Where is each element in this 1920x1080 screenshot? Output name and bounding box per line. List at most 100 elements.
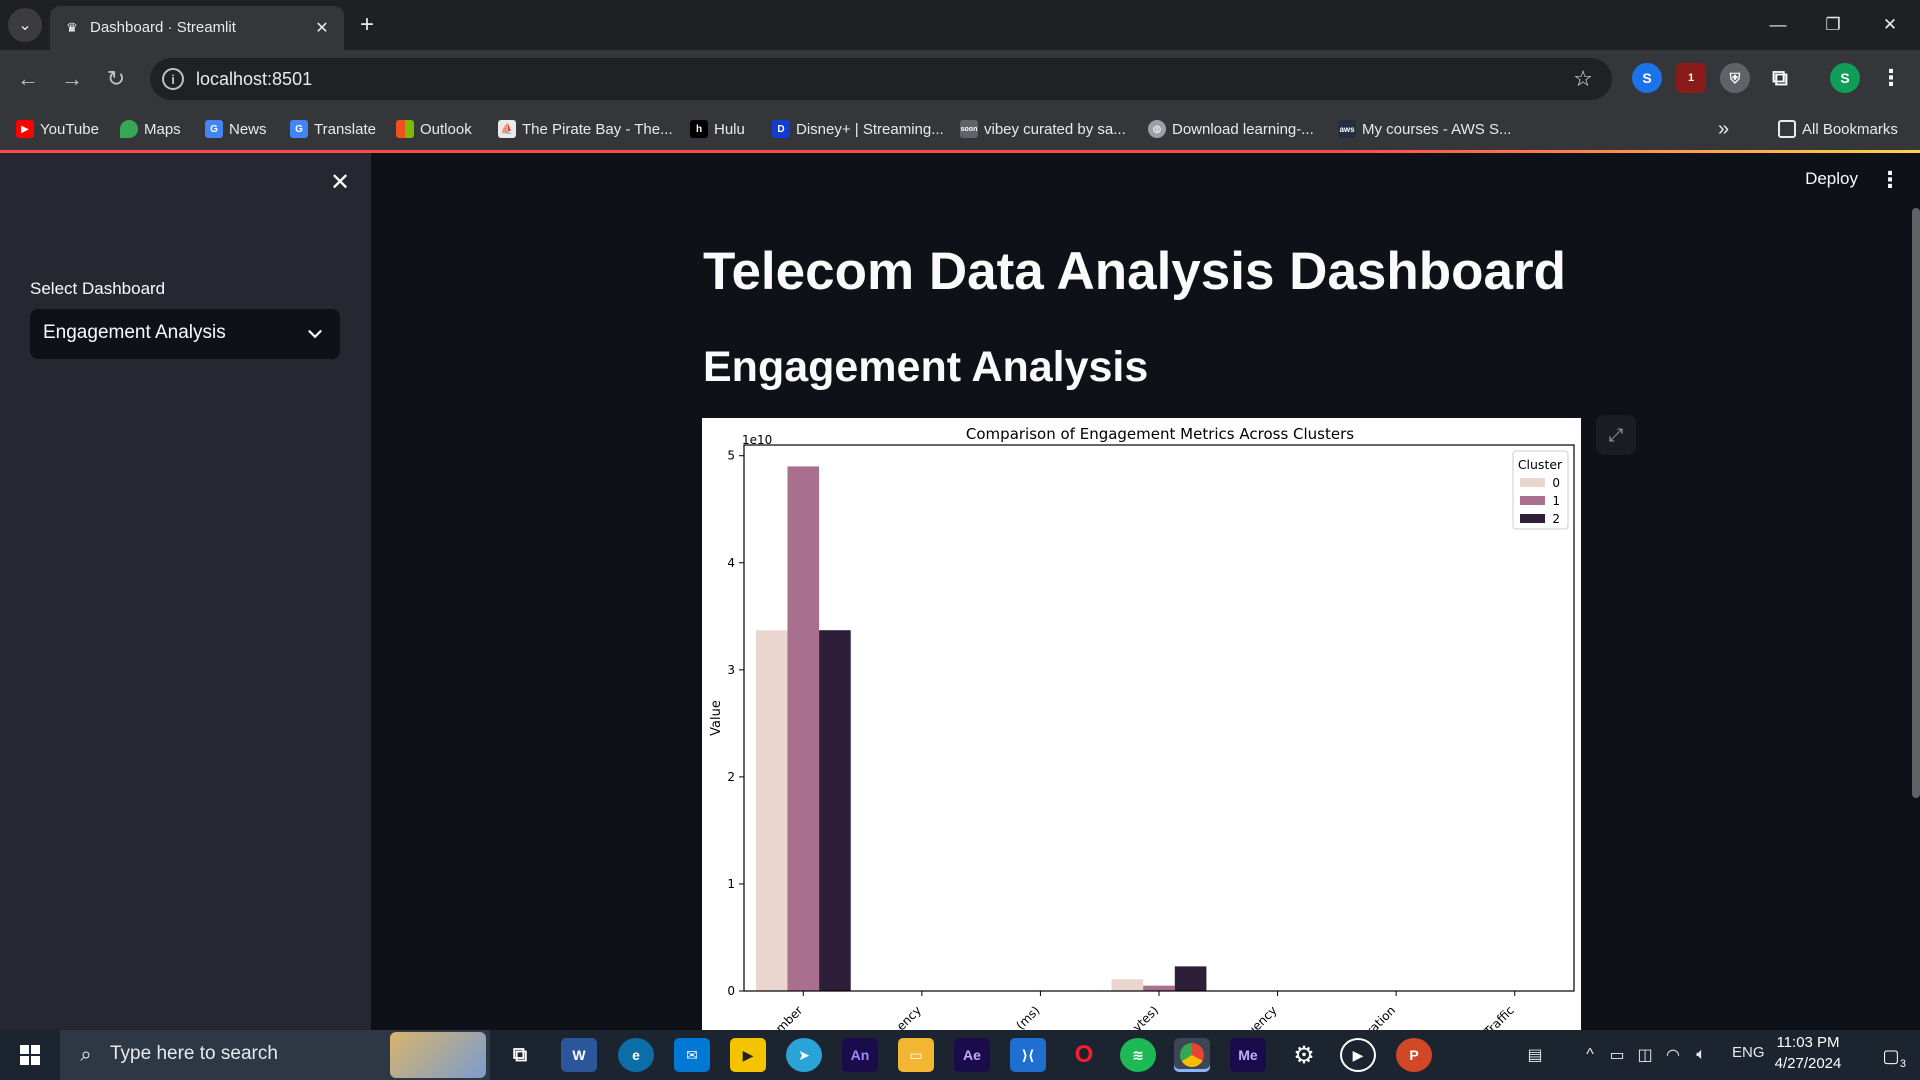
edge-icon[interactable]: e (618, 1038, 654, 1072)
extensions-puzzle-icon[interactable]: ⧉ (1772, 65, 1788, 90)
y-tick-label: 5 (727, 449, 735, 463)
vscode-icon[interactable]: ⟩⟨ (1010, 1038, 1046, 1072)
powerpoint-icon[interactable]: P (1396, 1038, 1432, 1072)
reload-icon[interactable]: ↻ (106, 66, 126, 91)
network-icon[interactable]: ◫ (1637, 1047, 1653, 1064)
legend-swatch-0 (1520, 478, 1545, 487)
bookmark-aws-courses[interactable]: aws My courses - AWS S... (1338, 120, 1512, 138)
legend-box (1512, 450, 1569, 530)
shield-extension-icon[interactable]: ⛨ (1720, 63, 1750, 93)
vibey-icon: soon (960, 120, 978, 138)
chart-title: Comparison of Engagement Metrics Across … (966, 425, 1354, 443)
volume-icon[interactable]: 🔈︎ (1696, 1046, 1706, 1063)
close-window-icon[interactable]: ✕ (1882, 15, 1898, 34)
new-tab-icon[interactable]: + (359, 11, 374, 38)
bar-series-2-3 (1174, 966, 1207, 991)
fullscreen-expand-icon[interactable]: ⤢ (1596, 415, 1636, 455)
mail-icon[interactable]: ✉ (674, 1038, 710, 1072)
bookmark-hulu[interactable]: h Hulu (690, 118, 745, 140)
legend-title: Cluster (1518, 457, 1563, 472)
minimize-icon[interactable]: — (1769, 15, 1787, 34)
clock-date[interactable]: 4/27/2024 (1774, 1055, 1842, 1072)
bookmark-maps[interactable]: Maps (120, 118, 181, 140)
dashboard-select[interactable]: Engagement Analysis (30, 309, 340, 359)
y-offset-label: 1e10 (742, 433, 772, 447)
bookmark-disney[interactable]: D Disney+ | Streaming... (772, 118, 944, 140)
bookmark-piratebay[interactable]: ⛵ The Pirate Bay - The... (498, 118, 673, 140)
battery-icon[interactable]: ▭ (1609, 1047, 1625, 1064)
shazam-extension-icon[interactable]: S (1632, 63, 1662, 93)
search-icon: ⌕ (80, 1043, 92, 1066)
restore-icon[interactable]: ❐ (1825, 15, 1841, 34)
address-bar[interactable]: i localhost:8501 ☆ (150, 58, 1612, 100)
opera-icon[interactable]: O (1074, 1041, 1094, 1068)
bookmark-news[interactable]: G News (205, 118, 267, 140)
browser-toolbar: ← → ↻ i localhost:8501 ☆ S 1 ⛨ ⧉ S ⋮ (0, 50, 1920, 108)
forward-icon[interactable]: → (61, 66, 83, 91)
streamlit-crown-icon: ♛ (66, 20, 78, 35)
after-effects-icon[interactable]: Ae (954, 1038, 990, 1072)
news-widget-icon[interactable]: ▤ (1527, 1047, 1543, 1064)
spotify-icon[interactable]: ≋ (1120, 1038, 1156, 1072)
player-app-icon[interactable]: ▶ (730, 1038, 766, 1072)
settings-gear-icon[interactable]: ⚙ (1293, 1041, 1315, 1069)
legend-label-0: 0 (1552, 476, 1560, 490)
main-scrollbar[interactable] (1912, 208, 1920, 798)
x-tick-label: Traffic (1481, 1003, 1517, 1030)
bookmark-translate[interactable]: G Translate (290, 118, 376, 140)
file-explorer-icon[interactable]: ▭ (898, 1038, 934, 1072)
word-icon[interactable]: W (561, 1038, 597, 1072)
more-bookmarks-icon[interactable]: » (1718, 117, 1730, 140)
windows-start-icon[interactable] (10, 1040, 50, 1070)
tab-search-icon[interactable]: ⌄ (8, 8, 42, 42)
language-indicator[interactable]: ENG (1732, 1044, 1765, 1061)
x-tick-label: mber (773, 1003, 805, 1030)
telegram-icon[interactable]: ➤ (786, 1038, 822, 1072)
bookmark-download-learning[interactable]: ◍ Download learning-... (1148, 118, 1314, 140)
bar-series-2-0 (819, 630, 851, 991)
taskbar-search-box[interactable]: ⌕ Type here to search (60, 1030, 490, 1080)
notification-center-icon[interactable]: ▢ 3 (1882, 1045, 1906, 1071)
translate-icon: G (290, 120, 308, 138)
media-player-icon[interactable]: ▶ (1340, 1038, 1376, 1072)
url-text[interactable]: localhost:8501 (196, 69, 313, 89)
clock-time[interactable]: 11:03 PM (1776, 1034, 1840, 1051)
all-bookmarks-folder[interactable]: All Bookmarks (1778, 118, 1898, 140)
y-tick-label: 4 (727, 556, 735, 570)
bar-series-1-3 (1143, 985, 1175, 991)
show-hidden-icons-chevron[interactable]: ^ (1586, 1046, 1594, 1063)
task-view-icon[interactable]: ⧉ (512, 1043, 528, 1066)
chevron-down-icon (308, 330, 322, 339)
media-encoder-icon[interactable]: Me (1230, 1038, 1266, 1072)
page-title: Telecom Data Analysis Dashboard (703, 242, 1567, 301)
youtube-icon: ▶ (16, 120, 34, 138)
bookmark-vibey[interactable]: soon vibey curated by sa... (960, 120, 1126, 138)
engagement-bar-chart: Comparison of Engagement Metrics Across … (709, 425, 1575, 1030)
x-tick-label: ency (894, 1003, 924, 1030)
main-menu-icon[interactable]: ⋮ (1879, 167, 1901, 192)
bookmark-outlook[interactable]: Outlook (396, 118, 472, 140)
ublock-extension-icon[interactable]: 1 (1676, 63, 1706, 93)
active-browser-tab[interactable]: ♛ Dashboard · Streamlit ✕ (50, 6, 344, 50)
site-info-icon[interactable]: i (162, 68, 184, 90)
bookmark-youtube[interactable]: ▶ YouTube (16, 118, 99, 140)
close-sidebar-icon[interactable]: ✕ (329, 168, 351, 196)
browser-menu-icon[interactable]: ⋮ (1880, 65, 1902, 90)
y-tick-label: 1 (727, 877, 735, 891)
section-title: Engagement Analysis (703, 343, 1149, 391)
profile-avatar[interactable]: S (1830, 63, 1860, 93)
piratebay-ship-icon: ⛵ (498, 120, 516, 138)
chrome-icon[interactable] (1174, 1038, 1210, 1072)
bookmark-star-icon[interactable]: ☆ (1573, 66, 1593, 91)
legend-label-2: 2 (1552, 512, 1560, 526)
tab-close-icon[interactable]: ✕ (315, 20, 329, 37)
back-icon[interactable]: ← (17, 66, 39, 91)
animate-icon[interactable]: An (842, 1038, 878, 1072)
windows-taskbar: ⌕ Type here to search ⧉ W e ✉ ▶ ➤ An ▭ A… (0, 1030, 1920, 1080)
bar-series-1-0 (787, 466, 820, 992)
wifi-icon[interactable]: ◠ (1666, 1047, 1680, 1064)
deploy-button[interactable]: Deploy (1805, 169, 1858, 188)
folder-icon (1778, 120, 1796, 138)
legend-swatch-2 (1520, 514, 1545, 523)
microsoft-icon (396, 120, 414, 138)
